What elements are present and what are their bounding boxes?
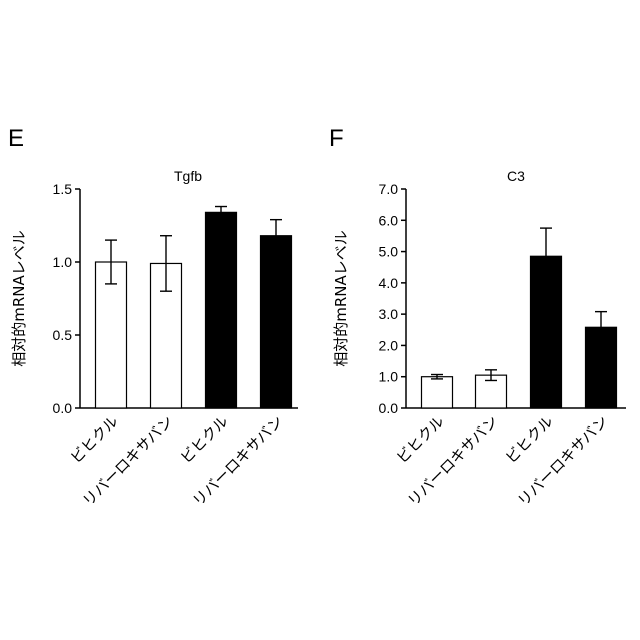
panel-e-category-label: ビヒクル — [177, 412, 232, 467]
panel-f-title: C3 — [507, 168, 525, 184]
panel-f-y-tick-label: 5.0 — [379, 244, 399, 260]
panel-f-category-label: ビヒクル — [393, 412, 448, 467]
panel-e-y-axis-label: 相対的mRNAレベル — [10, 230, 28, 367]
panel-e: E Tgfb0.00.51.01.5相対的mRNAレベルビヒクルリバーロキサバン… — [8, 125, 298, 510]
panel-f-y-tick-label: 1.0 — [379, 369, 399, 385]
panel-e-y-tick-label: 1.0 — [53, 254, 73, 270]
panel-f: F C3 0.0 1.0 2.0 3.0 4.0 5.0 6.0 7.0 相対的mRNAレベルビヒ… — [329, 125, 626, 510]
panel-f-y-tick-label: 2.0 — [379, 337, 399, 353]
panel-f-y-tick-label: 0.0 — [379, 400, 399, 416]
panel-e-title: Tgfb — [174, 168, 202, 184]
panel-e-y-tick-label: 0.0 — [53, 400, 73, 416]
panel-f-category-label: リバーロキサバン — [404, 412, 502, 510]
panel-e-bar — [261, 236, 292, 408]
panel-e-bar — [206, 212, 237, 408]
panel-e-letter: E — [8, 125, 24, 152]
panel-f-y-tick-label: 4.0 — [379, 275, 399, 291]
panel-f-bar — [531, 256, 562, 408]
panel-f-y-tick-label: 6.0 — [379, 212, 399, 228]
panel-e-y-tick-label: 0.5 — [53, 327, 73, 343]
panel-f-category-label: ビヒクル — [502, 412, 557, 467]
panel-e-category-label: ビヒクル — [67, 412, 122, 467]
panel-f-y-tick-label: 3.0 — [379, 306, 399, 322]
panel-f-bar — [422, 377, 453, 408]
panel-f-y-axis-label: 相対的mRNAレベル — [332, 230, 350, 367]
panel-f-letter: F — [329, 125, 344, 152]
panel-e-y-tick-label: 1.5 — [53, 181, 73, 197]
panel-f-bar — [586, 327, 617, 408]
panel-f-y-tick-label: 7.0 — [379, 181, 399, 197]
